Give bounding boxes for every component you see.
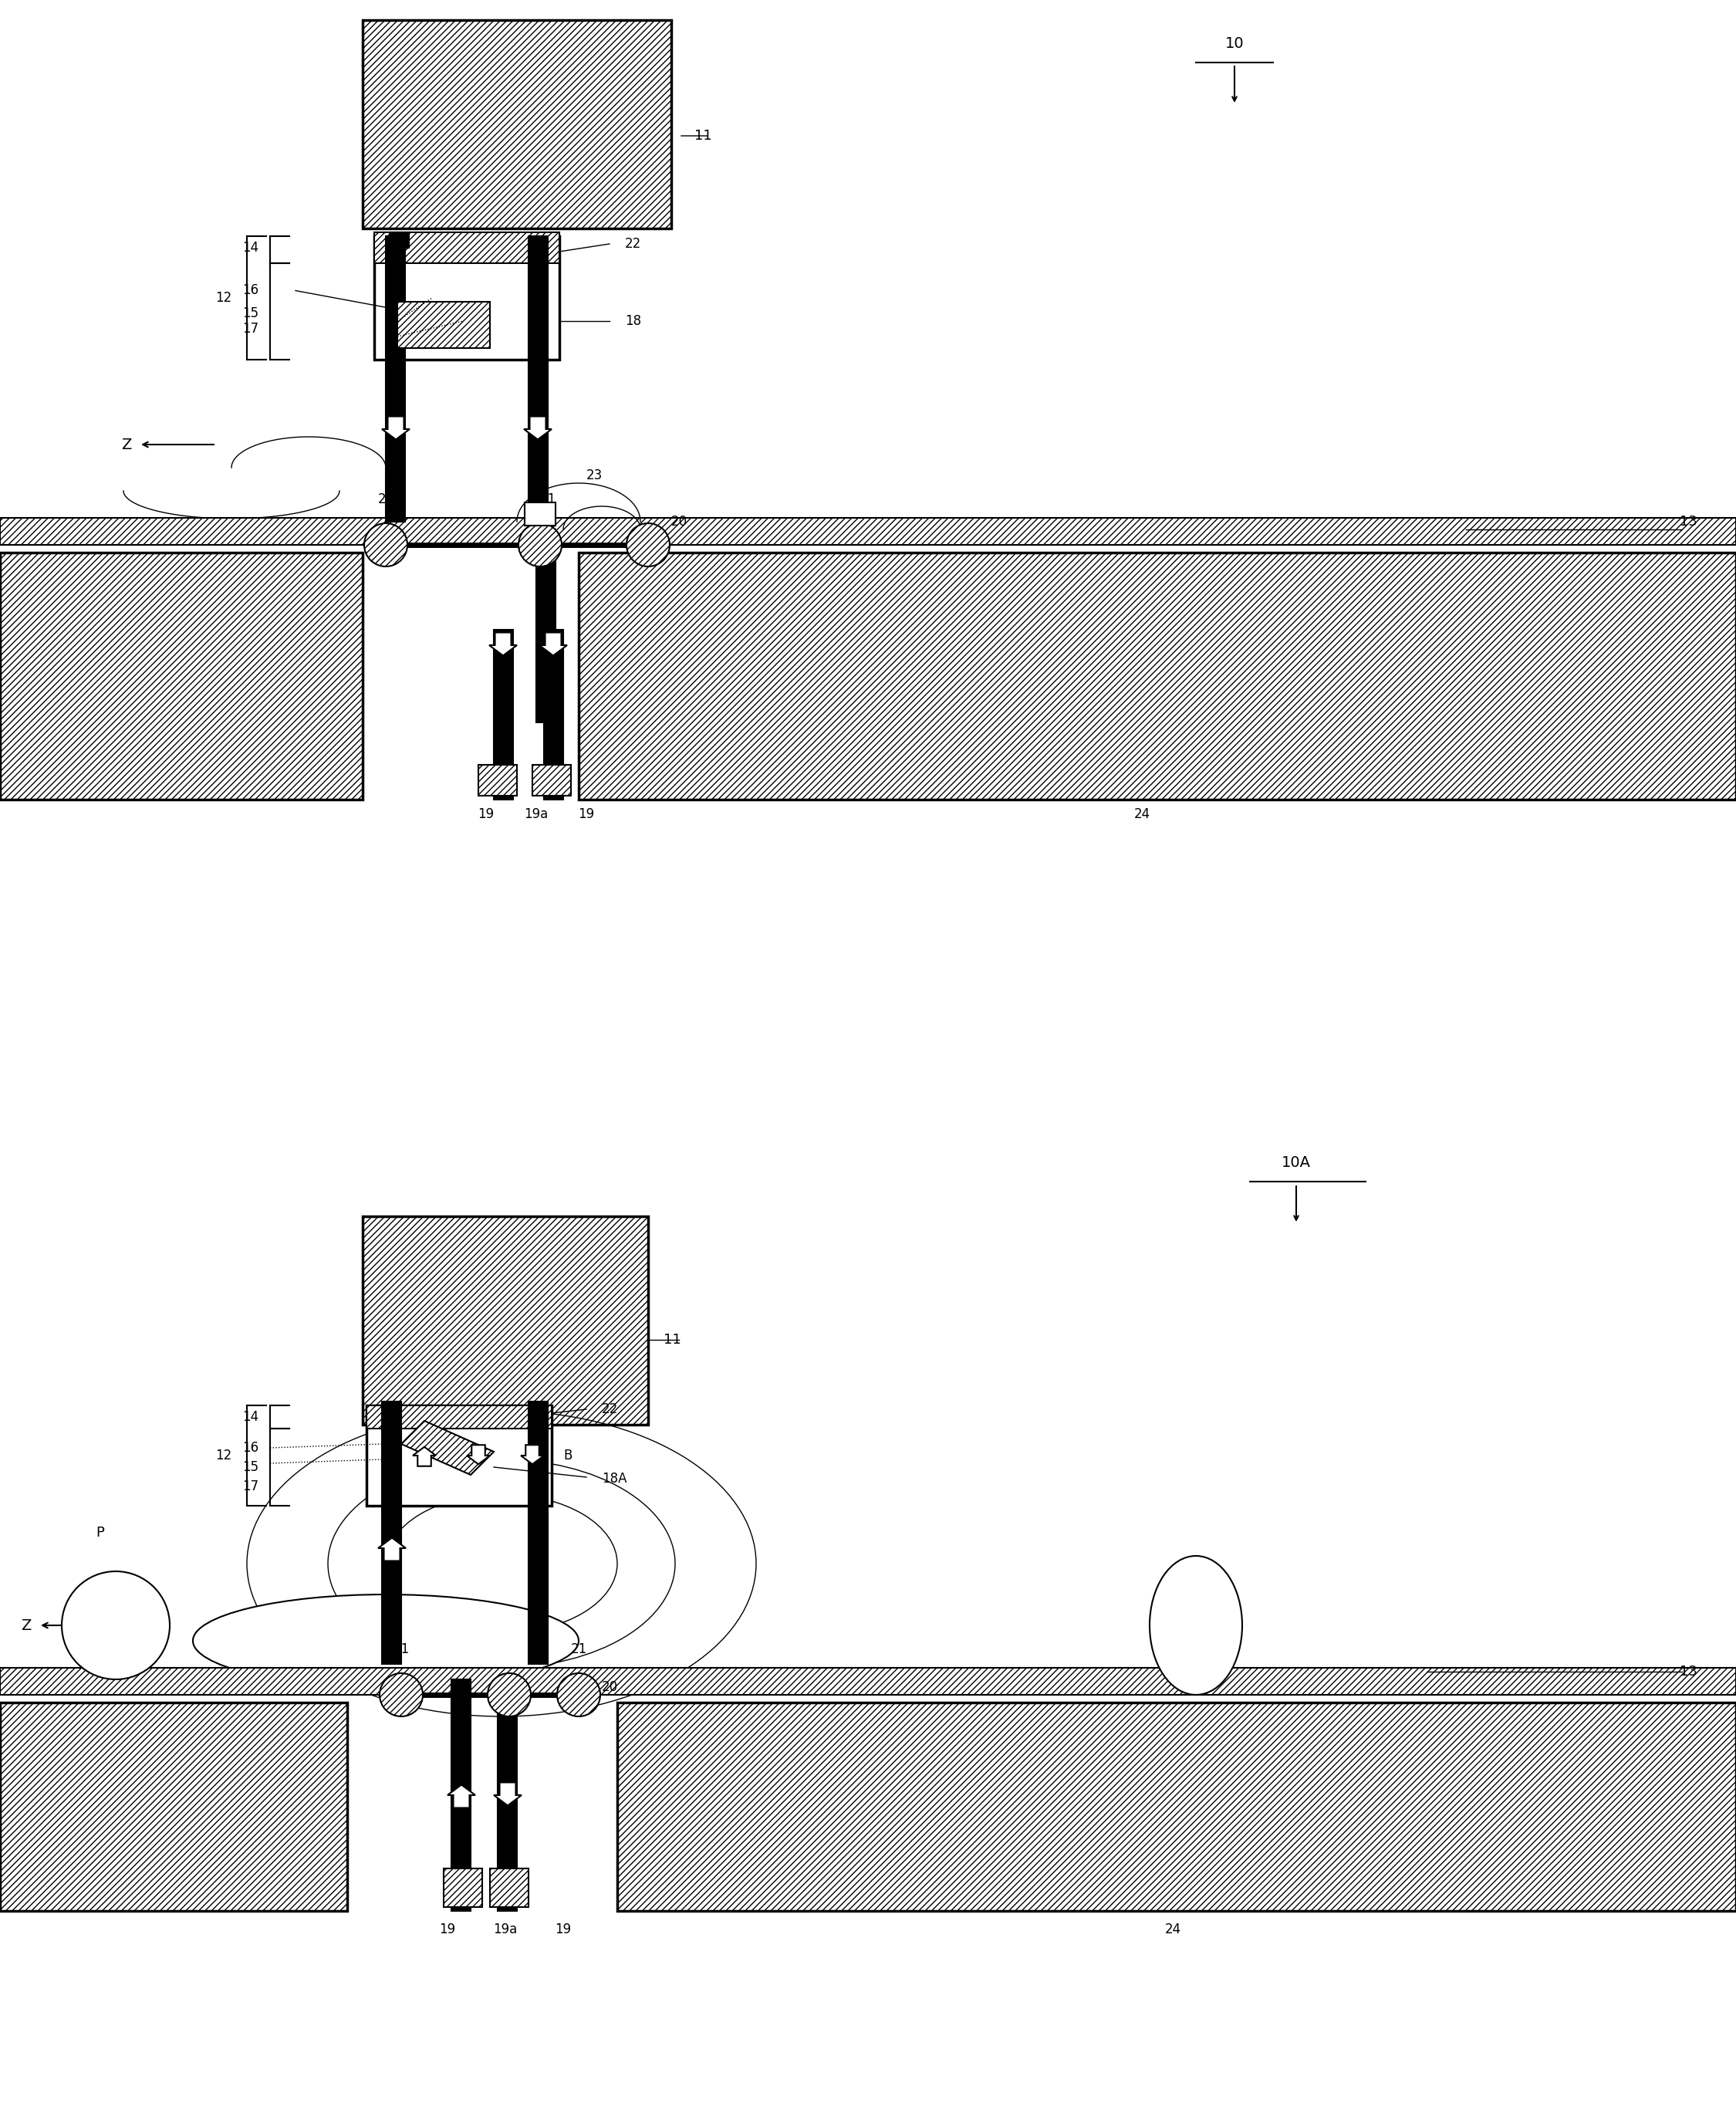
Text: 19: 19 [477,808,495,821]
Polygon shape [490,632,517,655]
Polygon shape [378,1538,406,1561]
Text: 15: 15 [243,1461,259,1474]
Bar [498,1680,517,1910]
Bar [578,553,1736,800]
Polygon shape [493,1782,521,1806]
Bar [536,530,556,723]
Text: 19: 19 [556,1923,571,1936]
Text: 24: 24 [1165,1923,1180,1936]
Bar [451,1680,470,1910]
Polygon shape [448,1785,476,1808]
Text: 23: 23 [587,468,602,483]
Ellipse shape [193,1595,578,1687]
Polygon shape [540,632,568,655]
Bar [0,517,1736,545]
Bar [389,232,410,247]
Bar [0,1702,347,1910]
Text: 16: 16 [243,283,259,298]
Circle shape [488,1674,531,1716]
Text: 12: 12 [215,291,231,304]
Text: 14: 14 [243,240,259,255]
Text: 21: 21 [540,491,556,506]
Text: 17: 17 [243,321,259,336]
Polygon shape [521,1444,543,1463]
Text: 18A: 18A [602,1472,627,1485]
Text: 22: 22 [602,1402,618,1417]
Bar [0,1668,1736,1695]
Text: 20: 20 [672,515,687,530]
Text: 13: 13 [1680,515,1698,530]
Polygon shape [382,417,410,440]
Bar [366,1406,552,1506]
Text: 11: 11 [663,1334,681,1346]
Bar [493,630,514,800]
Polygon shape [413,1446,436,1466]
Text: 21: 21 [378,491,394,506]
Bar [363,19,672,228]
Bar [375,232,559,264]
Text: 21: 21 [392,1642,410,1657]
Text: 10A: 10A [1281,1155,1311,1170]
Bar [363,1217,648,1425]
Text: 19a: 19a [493,1923,517,1936]
Bar [444,1868,483,1908]
Bar [533,766,571,795]
Text: 13: 13 [1680,1665,1698,1678]
Bar [528,1402,549,1663]
Polygon shape [401,1421,493,1474]
Text: 22: 22 [625,236,641,251]
Circle shape [627,523,670,566]
Text: P: P [95,1525,104,1540]
Text: 20: 20 [602,1680,618,1693]
Text: 14: 14 [243,1410,259,1423]
Polygon shape [467,1444,490,1463]
Circle shape [62,1572,170,1680]
Bar [385,236,404,521]
Text: 21: 21 [571,1642,587,1657]
Bar [490,1868,528,1908]
Ellipse shape [1149,1555,1243,1695]
Bar [0,1046,1736,1078]
Text: 15: 15 [243,306,259,321]
Text: Z: Z [21,1619,31,1634]
Bar [0,553,363,800]
Bar [543,630,562,800]
Bar [398,302,490,349]
Circle shape [557,1674,601,1716]
Bar [618,1702,1736,1910]
Text: 18: 18 [625,315,641,328]
Circle shape [380,1674,424,1716]
Text: 16: 16 [243,1440,259,1455]
Text: 11: 11 [694,130,712,143]
Text: 19: 19 [439,1923,455,1936]
Bar [382,1406,401,1421]
Text: 10: 10 [1226,36,1245,51]
Bar [524,502,556,525]
Bar [528,236,549,521]
Text: 19: 19 [578,808,594,821]
Circle shape [519,523,562,566]
Bar [375,236,559,359]
Bar [382,1402,401,1663]
Text: 19a: 19a [524,808,549,821]
Text: B: B [562,1448,573,1463]
Circle shape [365,523,408,566]
Text: 24: 24 [1134,808,1149,821]
Bar [366,1406,552,1429]
Bar [479,766,517,795]
Text: 17: 17 [243,1480,259,1493]
Polygon shape [524,417,552,440]
Text: Z: Z [122,438,132,451]
Text: 12: 12 [215,1448,231,1463]
